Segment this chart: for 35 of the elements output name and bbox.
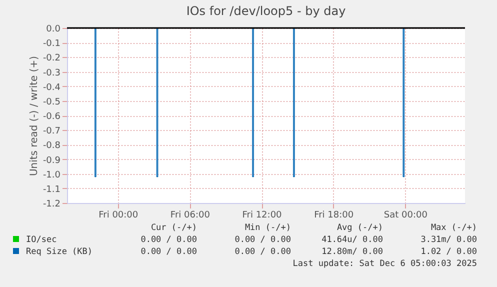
text: 0.00 / 0.00: [140, 247, 197, 257]
y-tick-label: -1.1: [42, 184, 60, 195]
y-tick-label: -0.1: [42, 39, 60, 50]
text: Max (-/+): [430, 223, 477, 233]
text: Avg (-/+): [336, 223, 383, 233]
text: 41.64u/ 0.00: [322, 235, 383, 245]
legend-label: IO/sec: [26, 235, 57, 245]
x-tick-label: Fri 18:00: [314, 210, 354, 220]
y-tick-label: -0.9: [42, 156, 61, 166]
x-tick-label: Fri 00:00: [98, 210, 138, 220]
y-tick-label: -0.5: [42, 97, 60, 108]
text: 0.00 / 0.00: [140, 235, 197, 245]
x-tick-label: Fri 06:00: [170, 210, 210, 220]
x-tick-label: Fri 12:00: [242, 210, 282, 220]
y-tick-label: -0.3: [42, 68, 60, 78]
text: Last update: Sat Dec 6 05:00:03 2025: [292, 259, 477, 269]
y-tick-label: -0.6: [42, 112, 61, 122]
y-tick-label: -1.0: [42, 170, 61, 180]
text: Min (-/+): [244, 223, 291, 233]
y-tick-label: -0.4: [42, 82, 61, 93]
chart-title: IOs for /dev/loop5 - by day: [186, 4, 346, 18]
y-tick-label: -0.7: [42, 126, 60, 137]
text: 3.31m/ 0.00: [420, 235, 477, 245]
y-tick-label: 0.0: [46, 24, 61, 34]
text: 0.00 / 0.00: [234, 247, 291, 257]
x-tick-label: Sat 00:00: [384, 210, 428, 220]
text: Cur (-/+): [150, 223, 197, 233]
y-axis-title: Units read (-) / write (+): [28, 56, 40, 176]
text: 0.00 / 0.00: [234, 235, 291, 245]
text: 12.80m/ 0.00: [322, 247, 383, 257]
y-tick-label: -0.2: [42, 54, 60, 64]
legend-label: Req Size (KB): [26, 247, 93, 257]
y-tick-label: -0.8: [42, 141, 61, 152]
y-tick-label: -1.2: [42, 200, 60, 210]
text: 1.02 / 0.00: [420, 247, 477, 257]
